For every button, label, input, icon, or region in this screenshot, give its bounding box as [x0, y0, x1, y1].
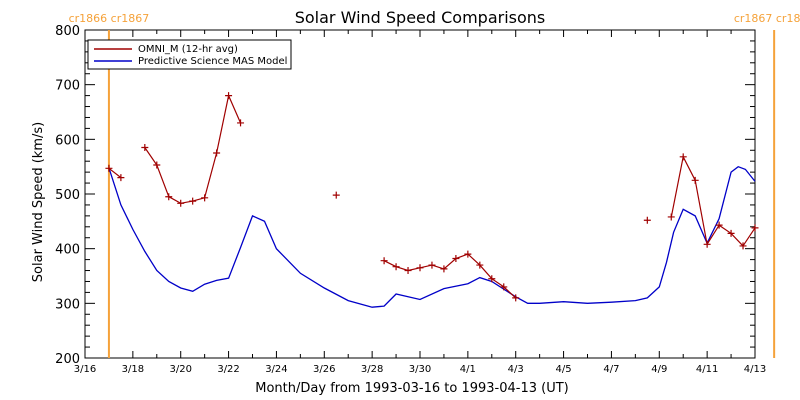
omni-point: [739, 242, 747, 250]
y-tick-label: 600: [55, 133, 80, 148]
series-line-omni: [108, 167, 122, 179]
legend: OMNI_M (12-hr avg)Predictive Science MAS…: [87, 39, 292, 70]
y-tick-label: 800: [55, 24, 80, 39]
series-line-omni: [670, 154, 756, 247]
y-tick-label: 700: [55, 79, 80, 94]
x-tick-label: 3/28: [361, 364, 383, 375]
x-tick-label: 4/3: [508, 364, 524, 375]
omni-point: [703, 240, 711, 248]
x-tick-label: 4/9: [651, 364, 667, 375]
x-tick-label: 3/22: [217, 364, 239, 375]
omni-point: [464, 250, 472, 258]
x-tick-label: 3/26: [313, 364, 335, 375]
y-tick-label: 400: [55, 243, 80, 258]
x-tick-label: 4/7: [603, 364, 619, 375]
y-axis-label: Solar Wind Speed (km/s): [31, 122, 46, 282]
y-axis: 200 300 400 500 600 700 800: [55, 24, 755, 367]
legend-label-omni: OMNI_M (12-hr avg): [138, 44, 238, 55]
omni-point: [691, 176, 699, 184]
x-tick-label: 4/11: [696, 364, 718, 375]
x-tick-label: 4/1: [460, 364, 476, 375]
omni-point: [213, 149, 221, 157]
plot-frame: [84, 29, 756, 359]
y-tick-label: 200: [55, 352, 80, 367]
x-tick-label: 3/18: [122, 364, 144, 375]
omni-point: [380, 257, 388, 265]
omni-point: [488, 275, 496, 283]
omni-point: [452, 255, 460, 263]
omni-point: [416, 264, 424, 272]
omni-point: [667, 213, 675, 221]
series-layer: [105, 92, 759, 308]
series-line-model: [108, 165, 756, 308]
omni-point: [189, 197, 197, 205]
omni-point: [177, 199, 185, 207]
omni-point: [165, 193, 173, 201]
plot-border: [84, 29, 756, 359]
omni-point: [476, 261, 484, 269]
omni-point: [428, 261, 436, 269]
chart-title: Solar Wind Speed Comparisons: [295, 8, 546, 27]
omni-point: [715, 221, 723, 229]
omni-point: [117, 174, 125, 182]
omni-point: [392, 263, 400, 271]
x-tick-label: 3/30: [409, 364, 431, 375]
x-axis-label: Month/Day from 1993-03-16 to 1993-04-13 …: [255, 381, 568, 396]
omni-point: [751, 224, 759, 232]
omni-point: [141, 144, 149, 152]
x-tick-label: 4/5: [556, 364, 572, 375]
omni-point: [727, 229, 735, 237]
series-line-omni: [383, 253, 517, 299]
y-tick-label: 300: [55, 297, 80, 312]
x-tick-label: 3/20: [169, 364, 191, 375]
omni-point: [105, 164, 113, 172]
x-tick-label: 3/16: [74, 364, 96, 375]
omni-point: [201, 194, 209, 202]
omni-point: [225, 92, 233, 100]
omni-point: [512, 294, 520, 302]
omni-point: [153, 161, 161, 169]
omni-point: [332, 191, 340, 199]
series-line-omni: [144, 93, 242, 204]
omni-point: [404, 267, 412, 275]
carrington-label: cr1866 cr1867: [69, 12, 150, 25]
x-tick-label: 3/24: [265, 364, 287, 375]
omni-point: [643, 216, 651, 224]
carrington-rotation-markers: cr1866 cr1867 cr1867 cr1868: [69, 12, 800, 358]
omni-point: [679, 153, 687, 161]
y-tick-label: 500: [55, 188, 80, 203]
omni-point: [500, 283, 508, 291]
x-tick-label: 4/13: [744, 364, 766, 375]
x-axis: 3/16 3/18 3/20 3/22 3/24 3/26 3/28 3/30 4/1 4/3 4/…: [74, 30, 766, 375]
carrington-label: cr1867 cr1868: [734, 12, 800, 25]
omni-point: [237, 119, 245, 127]
omni-point: [440, 265, 448, 273]
legend-box: [87, 39, 292, 70]
legend-label-model: Predictive Science MAS Model: [138, 56, 287, 67]
